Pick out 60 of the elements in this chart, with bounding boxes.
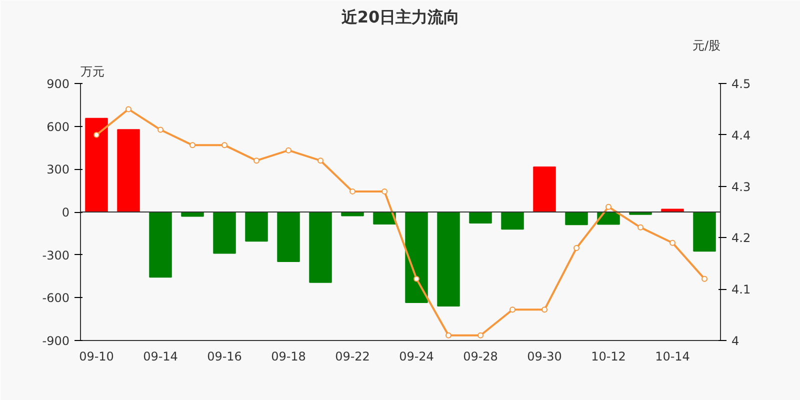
y2-tick-label: 4.3 [732,180,751,194]
x-tick-label: 09-28 [463,350,498,364]
bar [309,212,332,283]
y-axis-title: 万元 [80,64,104,78]
bar [533,166,556,212]
bar [213,212,236,254]
point [446,332,452,338]
bar [277,212,300,262]
point [158,126,164,133]
y2-axis-title: 元/股 [692,38,721,52]
x-tick-label: 09-18 [271,350,306,364]
point [286,147,292,154]
point [542,306,548,313]
bar [405,212,428,304]
bar [437,212,460,306]
y-tick-label: 300 [46,162,70,177]
bar [693,212,716,252]
y2-tick-label: 4.5 [732,77,751,91]
x-tick-label: 09-30 [527,350,562,364]
bar [501,212,524,230]
y2-tick-label: 4.4 [732,128,751,142]
y-tick-label: 900 [46,77,70,91]
y-tick-label: -300 [42,248,70,262]
bar [85,118,108,212]
bar [565,212,588,226]
y2-tick-label: 4.1 [732,282,751,297]
chart-title: 近20日主力流向 [340,8,460,26]
point [638,224,644,230]
x-tick-label: 09-24 [399,350,434,364]
bar [149,212,172,278]
y-tick-label: 600 [46,120,70,134]
x-tick-label: 10-14 [655,350,690,364]
bar [117,129,140,212]
point [350,188,356,194]
point [222,142,228,148]
point [414,276,420,282]
x-tick-label: 10-12 [591,350,626,364]
point [670,240,676,246]
y-tick-label: -900 [42,334,70,348]
point [574,244,580,251]
x-tick-label: 09-16 [207,350,242,364]
y2-tick-label: 4 [732,334,740,348]
point [510,306,516,313]
bar [245,212,268,242]
x-tick-label: 09-14 [143,350,178,364]
bar [469,212,492,224]
point [254,158,260,164]
y2-tick-label: 4.2 [732,231,751,246]
point [606,204,612,210]
point [702,276,708,282]
x-tick-label: 09-22 [335,350,370,364]
point [318,158,324,164]
y-tick-label: -600 [42,291,70,306]
point [478,332,484,338]
point [126,106,132,112]
point [94,132,100,138]
x-tick-label: 09-10 [79,350,114,364]
y-tick-label: 0 [62,206,70,220]
point [382,188,388,194]
point [190,142,196,148]
